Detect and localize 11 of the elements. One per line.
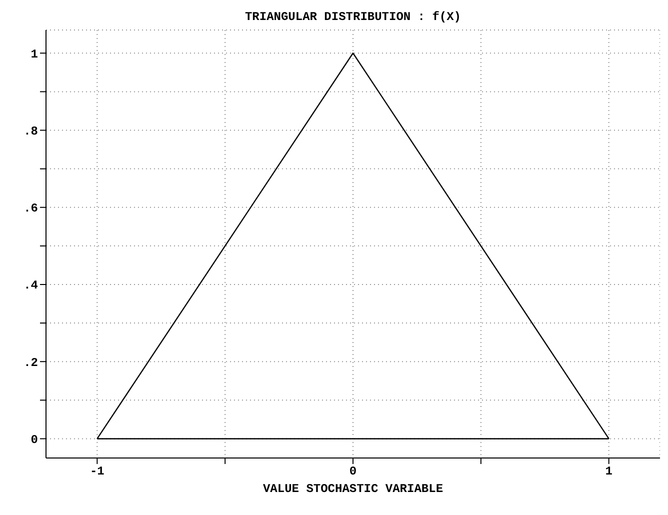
y-tick-label: .2 bbox=[24, 356, 38, 370]
x-tick-label: -1 bbox=[90, 464, 104, 479]
y-tick-label: .8 bbox=[24, 124, 38, 139]
x-tick-label: 0 bbox=[349, 464, 357, 479]
chart-title: TRIANGULAR DISTRIBUTION : f(X) bbox=[244, 10, 462, 24]
y-tick-label: .6 bbox=[24, 202, 38, 216]
x-axis-title: VALUE STOCHASTIC VARIABLE bbox=[262, 482, 444, 496]
y-tick-label: 0 bbox=[30, 432, 38, 447]
y-tick-label: 1 bbox=[30, 47, 38, 62]
y-tick-label: .4 bbox=[24, 278, 38, 293]
x-tick-label: 1 bbox=[605, 464, 612, 479]
